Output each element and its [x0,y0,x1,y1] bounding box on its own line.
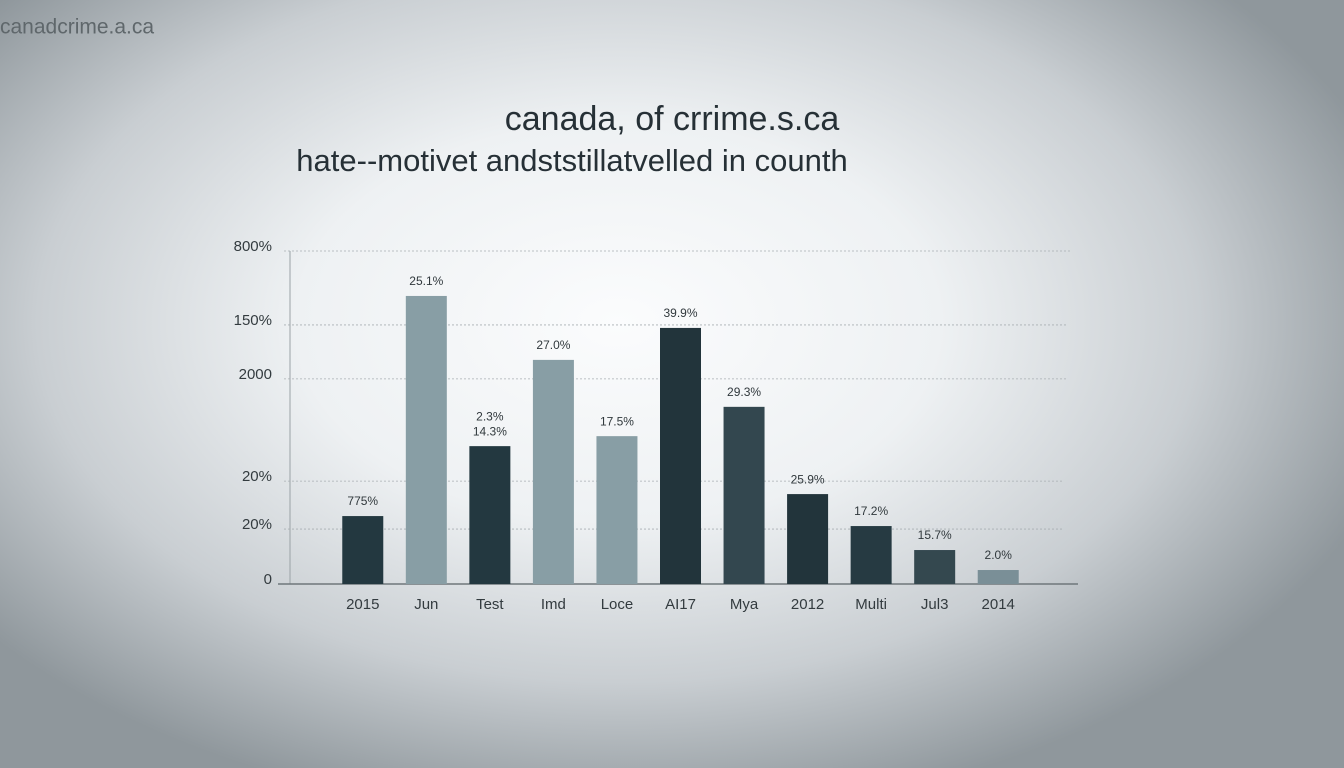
y-tick-label: 20% [242,516,272,533]
y-tick-label: 800% [234,238,272,255]
value-label: 25.1% [409,274,443,288]
value-label: 2.0% [985,548,1013,562]
bar [787,494,829,584]
x-tick-label: Imd [541,596,566,613]
y-tick-label: 0 [264,571,272,588]
bar [914,550,956,584]
bar [342,516,384,584]
value-label: 775% [347,494,378,508]
bar [405,295,447,584]
x-tick-label: Test [476,596,504,613]
bar [850,526,892,584]
value-label: 39.9% [663,306,697,320]
chart-title: canada, of crrime.s.ca [505,100,840,138]
bar [596,436,638,584]
x-tick-label: 2012 [791,596,824,613]
value-label: 25.9% [791,472,825,486]
x-tick-label: 2014 [982,596,1015,613]
x-tick-label: Mya [730,596,759,613]
value-label: 17.5% [600,414,634,428]
annotation: 2.3% [476,409,504,423]
value-label: 17.2% [854,504,888,518]
x-tick-label: Jul3 [921,596,949,613]
y-tick-label: 2000 [239,366,272,383]
bar [977,570,1019,584]
x-tick-label: AI17 [665,596,696,613]
bar [532,359,574,584]
value-label: 29.3% [727,385,761,399]
y-tick-label: 150% [234,312,272,329]
value-label: 15.7% [918,528,952,542]
x-tick-label: Loce [601,596,634,613]
watermark: canadcrime.a.ca [0,16,154,39]
value-label: 27.0% [536,338,570,352]
x-tick-label: Multi [855,596,887,613]
bar [723,406,765,584]
bar [660,327,701,584]
x-tick-label: 2015 [346,596,379,613]
bar [469,446,511,584]
y-tick-label: 20% [242,468,272,485]
chart-subtitle: hate--motivet andststillatvelled in coun… [296,143,847,178]
value-label: 14.3% [473,424,507,438]
x-tick-label: Jun [414,596,438,613]
